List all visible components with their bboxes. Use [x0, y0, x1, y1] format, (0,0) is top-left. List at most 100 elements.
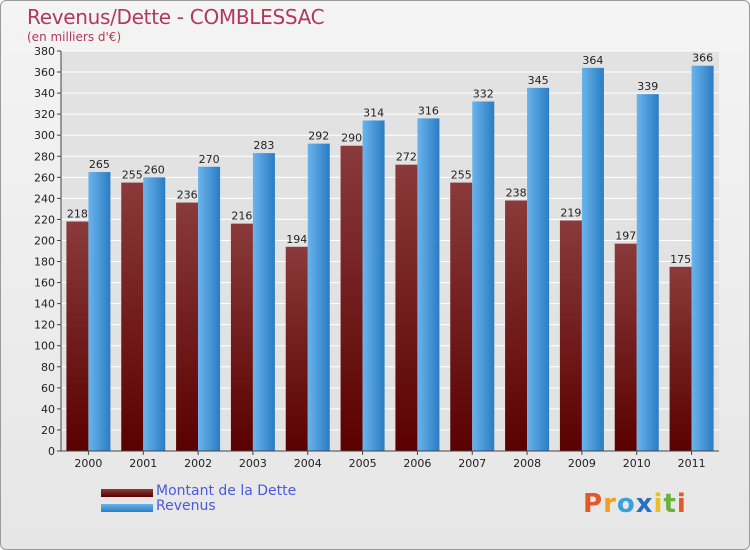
y-tick-label: 280 [34, 150, 55, 163]
x-tick-label: 2011 [678, 457, 706, 470]
data-label-dette: 197 [615, 230, 636, 243]
data-label-dette: 272 [396, 151, 417, 164]
bar-revenus [472, 101, 495, 452]
y-tick-label: 60 [41, 382, 55, 395]
bar-dette [450, 182, 473, 451]
logo-letter: o [616, 489, 636, 519]
x-tick-label: 2007 [458, 457, 486, 470]
y-tick-label: 380 [34, 45, 55, 58]
data-label-revenus: 366 [692, 52, 713, 65]
data-label-dette: 194 [286, 233, 307, 246]
data-label-revenus: 265 [89, 158, 110, 171]
logo-letter: i [676, 489, 687, 519]
data-label-dette: 219 [560, 206, 581, 219]
y-tick-label: 320 [34, 108, 55, 121]
proxiti-logo: Proxiti [583, 489, 687, 519]
data-label-dette: 216 [231, 210, 252, 223]
data-label-revenus: 314 [363, 106, 384, 119]
x-tick-label: 2008 [513, 457, 541, 470]
data-label-revenus: 339 [637, 80, 658, 93]
data-label-revenus: 332 [473, 88, 494, 101]
y-tick-label: 0 [48, 445, 55, 458]
bar-dette [505, 200, 528, 451]
data-label-dette: 290 [341, 132, 362, 145]
data-label-dette: 255 [122, 169, 143, 182]
axes: 0 20 40 60 80 100 120 140 160 180 200 220 240 260 280 3… [34, 45, 719, 470]
bar-dette [559, 220, 582, 451]
bar-revenus [636, 94, 659, 451]
y-tick-label: 360 [34, 66, 55, 79]
legend-label-dette: Montant de la Dette [156, 483, 297, 499]
data-label-revenus: 270 [199, 153, 220, 166]
data-label-revenus: 292 [308, 130, 329, 143]
y-tick-label: 240 [34, 192, 55, 205]
y-tick-label: 160 [34, 277, 55, 290]
bar-revenus [581, 67, 604, 451]
data-label-dette: 255 [451, 169, 472, 182]
logo-letter: r [603, 489, 617, 519]
y-tick-label: 200 [34, 234, 55, 247]
bar-dette [669, 266, 692, 451]
bar-dette [340, 145, 363, 451]
y-tick-label: 100 [34, 340, 55, 353]
chart-title: Revenus/Dette - COMBLESSAC [27, 5, 325, 29]
x-tick-label: 2010 [623, 457, 651, 470]
bar-dette [614, 243, 637, 451]
y-tick-label: 300 [34, 129, 55, 142]
y-tick-label: 260 [34, 171, 55, 184]
data-label-dette: 175 [670, 253, 691, 266]
y-tick-label: 340 [34, 87, 55, 100]
grid-lines [61, 50, 719, 452]
logo-letter: i [653, 489, 664, 519]
bar-dette [285, 246, 308, 451]
bar-dette [395, 164, 418, 451]
bars [66, 65, 714, 452]
y-tick-label: 180 [34, 256, 55, 269]
bar-revenus [307, 143, 330, 451]
data-label-dette: 236 [177, 189, 198, 202]
x-tick-label: 2000 [74, 457, 102, 470]
bar-revenus [417, 118, 440, 452]
bar-revenus [88, 172, 111, 452]
bar-dette [176, 202, 199, 451]
bar-dette [121, 182, 144, 451]
x-tick-label: 2006 [403, 457, 431, 470]
y-tick-label: 20 [41, 424, 55, 437]
y-tick-label: 40 [41, 403, 55, 416]
x-tick-label: 2004 [294, 457, 322, 470]
data-label-revenus: 345 [528, 74, 549, 87]
data-label-revenus: 316 [418, 104, 439, 117]
y-tick-label: 120 [34, 319, 55, 332]
logo-letter: t [663, 489, 677, 519]
plot-area [61, 51, 719, 451]
logo-letter: P [583, 489, 604, 519]
bar-dette [66, 221, 89, 451]
chart-subtitle: (en milliers d'€) [27, 30, 122, 44]
y-tick-label: 80 [41, 361, 55, 374]
legend-swatch-dette [101, 489, 153, 497]
y-tick-label: 140 [34, 298, 55, 311]
bar-revenus [143, 177, 166, 451]
bar-dette [230, 223, 253, 451]
x-tick-label: 2009 [568, 457, 596, 470]
x-tick-label: 2002 [184, 457, 212, 470]
bar-revenus [527, 87, 550, 451]
x-tick-label: 2005 [349, 457, 377, 470]
bar-revenus [362, 120, 385, 451]
x-tick-label: 2001 [129, 457, 157, 470]
legend-swatch-revenus [101, 504, 153, 512]
bar-revenus [198, 166, 221, 451]
data-label-dette: 238 [506, 186, 527, 199]
data-label-dette: 218 [67, 208, 88, 221]
y-tick-label: 220 [34, 213, 55, 226]
bar-revenus [691, 65, 714, 451]
data-label-revenus: 364 [582, 54, 603, 67]
bar-revenus [252, 153, 275, 451]
data-label-revenus: 260 [144, 163, 165, 176]
data-label-revenus: 283 [253, 139, 274, 152]
logo-letter: x [635, 489, 654, 519]
legend-label-revenus: Revenus [156, 498, 216, 514]
